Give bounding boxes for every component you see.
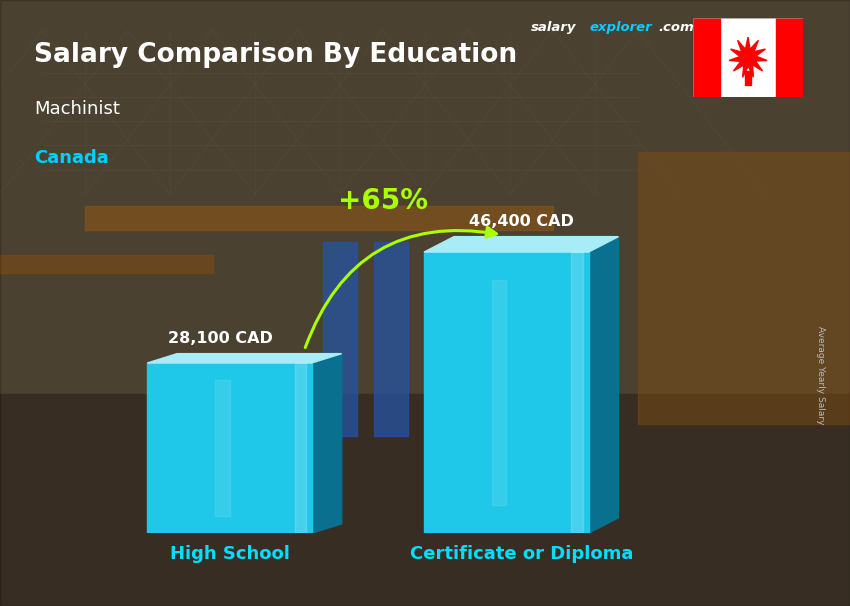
- Text: salary: salary: [531, 21, 577, 34]
- Bar: [0, 255, 212, 273]
- Bar: [745, 72, 751, 85]
- Text: Certificate or Diploma: Certificate or Diploma: [410, 545, 633, 564]
- Bar: [775, 18, 803, 97]
- Bar: [571, 252, 583, 533]
- Polygon shape: [312, 354, 342, 533]
- Text: 46,400 CAD: 46,400 CAD: [469, 214, 574, 229]
- Bar: [85, 206, 552, 230]
- Bar: [323, 242, 357, 436]
- Polygon shape: [147, 354, 342, 363]
- Text: Machinist: Machinist: [34, 100, 120, 118]
- Text: +65%: +65%: [337, 187, 428, 216]
- Bar: [492, 280, 507, 505]
- Bar: [147, 363, 312, 533]
- Bar: [294, 363, 306, 533]
- Bar: [638, 152, 850, 424]
- Polygon shape: [424, 236, 619, 252]
- Bar: [215, 380, 230, 516]
- Text: Canada: Canada: [34, 148, 109, 167]
- Text: Average Yearly Salary: Average Yearly Salary: [816, 327, 824, 425]
- Text: Salary Comparison By Education: Salary Comparison By Education: [34, 42, 517, 67]
- Text: .com: .com: [659, 21, 694, 34]
- Bar: [693, 18, 720, 97]
- Bar: [424, 252, 588, 533]
- Bar: [0, 394, 850, 606]
- Text: 28,100 CAD: 28,100 CAD: [168, 331, 273, 346]
- Text: explorer: explorer: [589, 21, 652, 34]
- Bar: [374, 242, 408, 436]
- Polygon shape: [588, 236, 619, 533]
- Polygon shape: [729, 37, 767, 77]
- Text: High School: High School: [169, 545, 290, 564]
- Bar: [425, 255, 459, 436]
- Bar: [0, 0, 850, 394]
